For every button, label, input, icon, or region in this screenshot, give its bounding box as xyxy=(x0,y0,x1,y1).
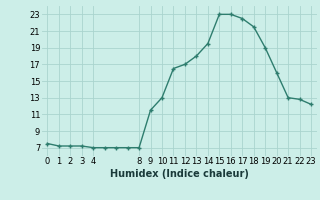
X-axis label: Humidex (Indice chaleur): Humidex (Indice chaleur) xyxy=(110,169,249,179)
